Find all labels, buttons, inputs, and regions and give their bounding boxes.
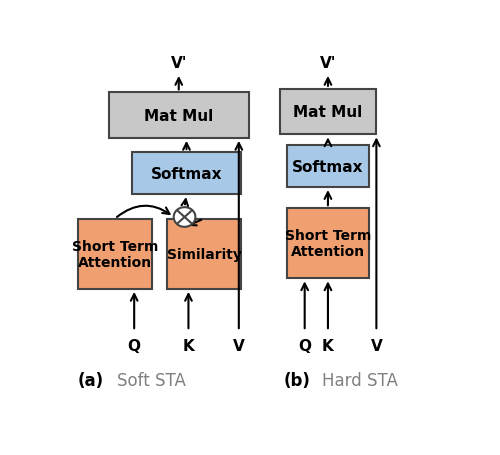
Text: Hard STA: Hard STA (322, 371, 398, 389)
FancyBboxPatch shape (287, 146, 368, 188)
Text: V: V (370, 338, 382, 353)
Text: (a): (a) (78, 371, 104, 389)
Text: V': V' (320, 56, 336, 71)
Circle shape (174, 207, 196, 228)
Text: Mat Mul: Mat Mul (144, 108, 214, 123)
Text: Short Term
Attention: Short Term Attention (72, 239, 158, 269)
Text: Mat Mul: Mat Mul (294, 105, 362, 120)
Text: K: K (182, 338, 194, 353)
Text: (b): (b) (284, 371, 310, 389)
Text: Short Term
Attention: Short Term Attention (285, 229, 371, 259)
Text: Softmax: Softmax (292, 159, 364, 174)
Text: V: V (233, 338, 244, 353)
Text: Softmax: Softmax (151, 166, 222, 181)
FancyBboxPatch shape (167, 219, 241, 289)
FancyBboxPatch shape (280, 90, 376, 135)
FancyBboxPatch shape (132, 153, 241, 195)
FancyBboxPatch shape (109, 93, 248, 139)
Text: Q: Q (128, 338, 140, 353)
Text: Q: Q (298, 338, 311, 353)
Text: Similarity: Similarity (166, 248, 242, 261)
Text: V': V' (170, 56, 187, 71)
Text: K: K (322, 338, 334, 353)
FancyBboxPatch shape (78, 219, 152, 289)
Text: Soft STA: Soft STA (117, 371, 186, 389)
FancyBboxPatch shape (287, 209, 368, 279)
